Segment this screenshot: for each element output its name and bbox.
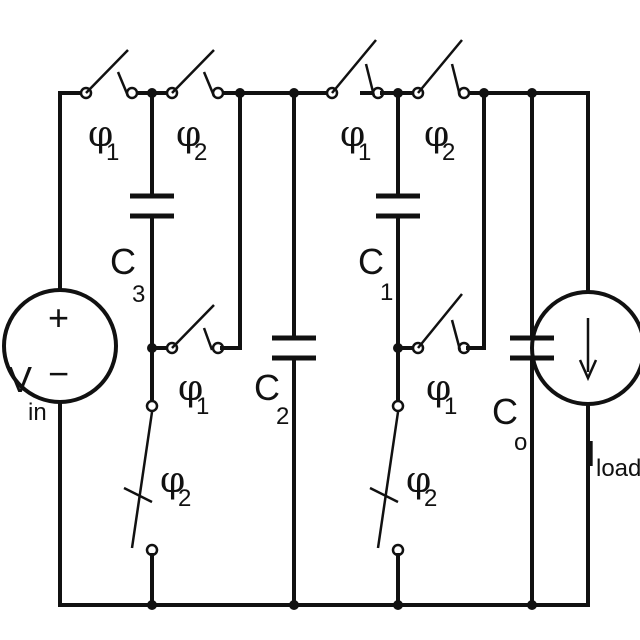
c2-branch: C 2 [254,91,316,607]
c2-label-main: C [254,367,280,408]
iload-source: I load [530,91,640,607]
phi1-a-sub: 1 [106,139,119,166]
switch-phi1-top-right: φ 1 [325,39,417,166]
vin-label-sub: in [28,399,47,426]
phi2-d-sub: 2 [424,485,437,512]
c3-label-sub: 3 [132,281,145,308]
switch-phi1-mid-left: φ 1 [150,91,242,420]
node-bottom-b [289,600,299,610]
c1-branch: C 1 [358,91,420,350]
node-bottom-a [147,600,157,610]
vin-plus: + [48,297,69,338]
switch-phi1-top-left: φ 1 [79,49,139,166]
phi1-b-symbol: φ [178,368,203,409]
co-label-main: C [492,391,518,432]
vin-label-main: V [8,359,32,400]
phi1-c-symbol: φ [340,114,365,155]
c1-label-main: C [358,241,384,282]
switch-phi2-top-right: φ 2 [411,39,471,166]
phi2-b-symbol: φ [160,460,185,501]
phi1-d-symbol: φ [426,368,451,409]
switch-phi2-top-a: φ 2 [165,49,225,166]
phi1-c-sub: 1 [358,139,371,166]
phi2-c-symbol: φ [424,114,449,155]
iload-circle [530,290,640,406]
phi2-d-symbol: φ [406,460,431,501]
vin-minus: − [48,353,69,394]
iload-label-sub: load [596,455,640,482]
node-bottom-d [527,600,537,610]
phi1-a-symbol: φ [88,114,113,155]
switch-phi1-mid-right: φ 1 [396,91,486,420]
phi2-b-sub: 2 [178,485,191,512]
phi2-c-sub: 2 [442,139,455,166]
c3-branch: C 3 [110,91,174,350]
switch-phi2-lower-right: φ 2 [369,346,437,607]
iload-label-main: I [586,433,596,474]
vin-source: + − V in [2,91,118,607]
c3-label-main: C [110,241,136,282]
co-label-sub: o [514,429,527,456]
phi1-d-sub: 1 [444,393,457,420]
c1-label-sub: 1 [380,279,393,306]
phi1-b-sub: 1 [196,393,209,420]
phi2-a-sub: 2 [194,139,207,166]
co-branch: C o [492,91,554,607]
switch-phi2-lower-left: φ 2 [123,346,191,607]
arrow-down-icon [578,359,598,382]
c2-label-sub: 2 [276,403,289,430]
phi2-a-symbol: φ [176,114,201,155]
node-bottom-c [393,600,403,610]
